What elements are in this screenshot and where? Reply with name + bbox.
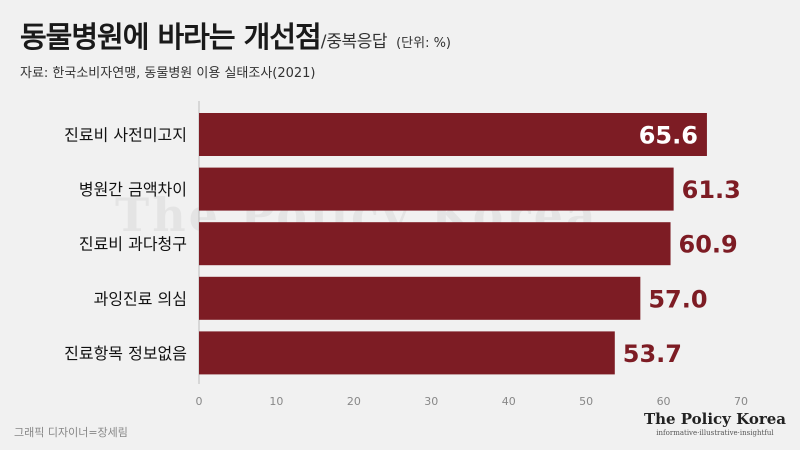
category-label: 과잉진료 의심 [94,289,187,308]
bar [199,167,674,211]
x-tick-label: 40 [502,395,516,408]
brand-logo: The Policy Korea informative·illustrativ… [644,410,786,437]
bar [199,331,615,375]
category-label: 진료비 사전미고지 [64,126,187,145]
source-note: 자료: 한국소비자연맹, 동물병원 이용 실태조사(2021) [20,66,316,81]
bar [199,113,707,156]
x-tick-label: 20 [347,395,361,408]
chart-subtitle: 중복응답 [326,32,387,52]
x-tick-label: 70 [734,395,748,408]
x-tick-label: 60 [657,395,671,408]
chart-title: 동물병원에 바라는 개선점 [20,20,322,54]
title-row: 동물병원에 바라는 개선점/중복응답 (단위: %) [20,14,451,56]
category-label: 진료항목 정보없음 [64,344,187,363]
brand-tagline: informative·illustrative·insightful [656,429,774,437]
x-tick-label: 10 [269,395,283,408]
category-label: 병원간 금액차이 [79,180,187,199]
title-slash: / [320,32,327,52]
value-label: 61.3 [682,176,741,204]
brand-name: The Policy Korea [643,410,786,428]
unit-label: (단위: %) [396,36,452,51]
value-label: 60.9 [679,231,738,259]
x-tick-label: 50 [579,395,593,408]
bar [199,276,641,320]
x-tick-label: 30 [424,395,438,408]
bar [199,222,671,266]
value-label: 53.7 [623,340,682,368]
x-tick-label: 0 [196,395,203,408]
value-label: 57.0 [648,285,707,313]
category-label: 진료비 과다청구 [79,235,187,254]
designer-credit: 그래픽 디자이너=장세림 [14,426,128,439]
value-label: 65.6 [639,122,698,150]
